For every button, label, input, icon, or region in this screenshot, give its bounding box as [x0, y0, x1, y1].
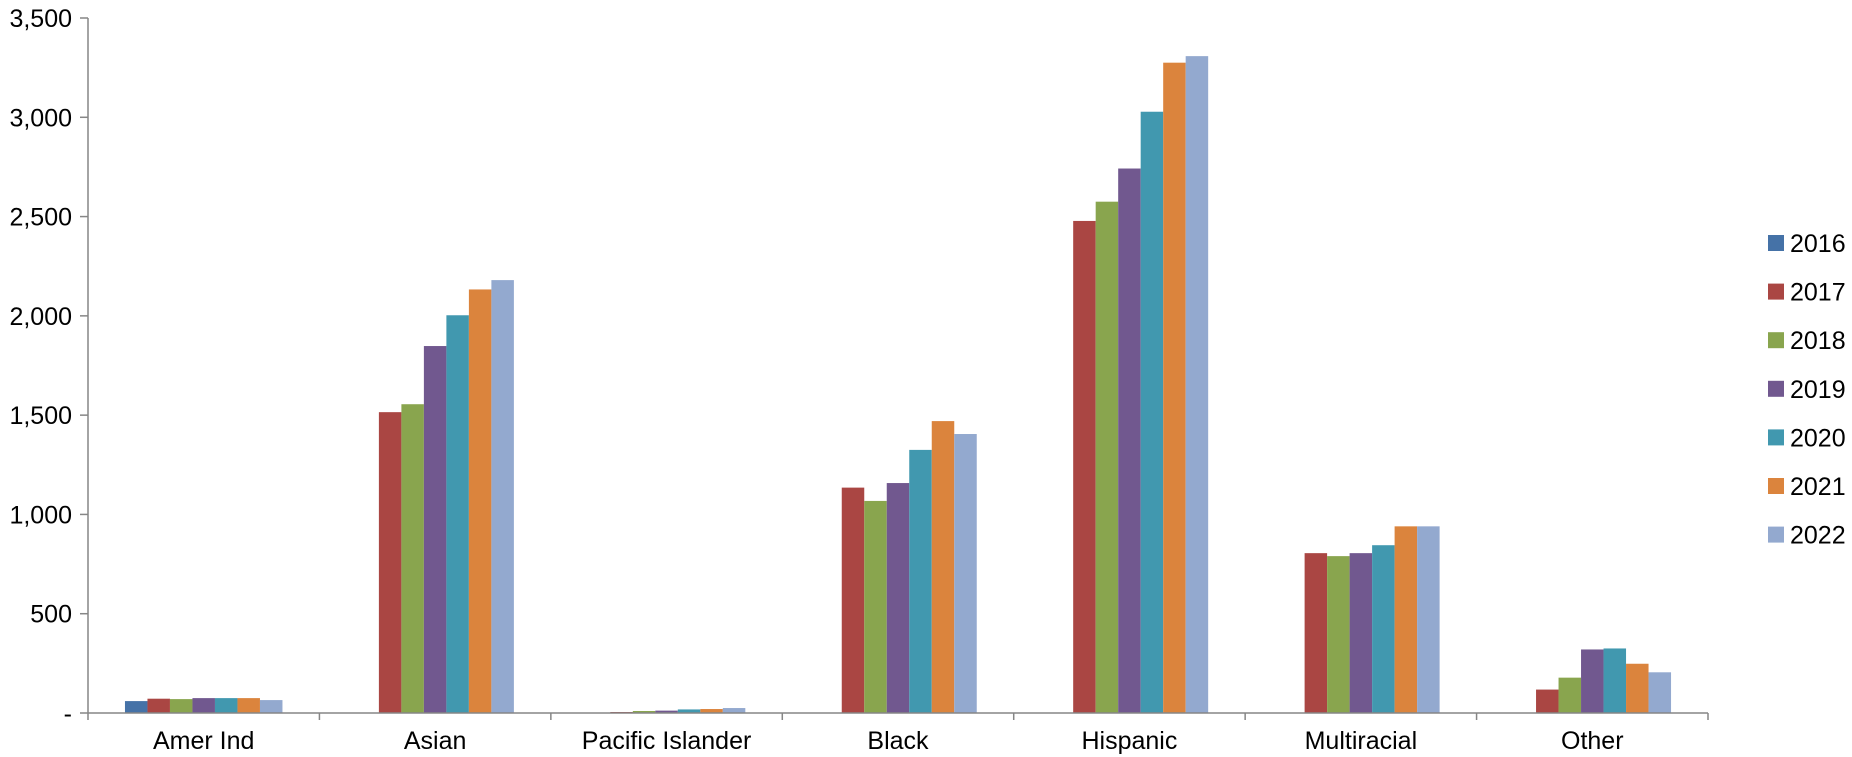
x-category-label: Multiracial [1305, 727, 1418, 755]
bar-2018-multiracial [1327, 556, 1350, 713]
bar-2020-amer-ind [214, 698, 238, 713]
bar-2021-other [1626, 663, 1649, 713]
legend-swatch-2021 [1768, 478, 1784, 494]
bars-group [124, 56, 1672, 714]
x-category-label: Other [1561, 727, 1624, 755]
bar-2022-asian [491, 280, 514, 713]
bar-2017-multiracial [1304, 553, 1328, 713]
legend-label-2020: 2020 [1790, 424, 1846, 452]
bar-2020-asian [446, 315, 469, 713]
legend-swatch-2017 [1768, 283, 1784, 300]
bar-2021-asian [468, 289, 492, 713]
bar-2018-pacific-islander [632, 711, 656, 713]
x-category-label: Asian [404, 727, 467, 755]
bar-2017-asian [378, 412, 402, 713]
bar-2022-pacific-islander [722, 708, 746, 713]
y-tick-label: 2,500 [9, 204, 72, 232]
x-category-label: Amer Ind [153, 727, 254, 755]
legend-label-2016: 2016 [1790, 230, 1846, 258]
bar-2018-black [864, 500, 887, 713]
bar-2022-other [1648, 672, 1672, 713]
x-category-label: Pacific Islander [582, 727, 752, 755]
legend-swatch-2016 [1768, 235, 1784, 251]
legend-swatch-2018 [1768, 332, 1784, 349]
bar-2019-hispanic [1118, 168, 1141, 713]
axes-group [80, 17, 1709, 720]
bar-2017-black [841, 487, 865, 713]
legend-swatch-2019 [1768, 380, 1784, 397]
bar-2017-hispanic [1073, 220, 1096, 713]
bar-2020-other [1603, 648, 1627, 713]
x-category-label: Black [867, 727, 929, 755]
legend-label-2019: 2019 [1790, 376, 1846, 404]
y-tick-label: 2,000 [9, 303, 72, 331]
legend-label-2021: 2021 [1790, 473, 1846, 501]
y-axis-tick-labels: 3,500 3,000 2,500 2,000 1,500 1,000 500 - [9, 5, 72, 728]
bar-2016-amer-ind [124, 701, 148, 713]
y-tick-label: - [64, 700, 72, 728]
y-tick-label: 3,500 [9, 5, 72, 33]
x-axis-category-labels: Amer Ind Asian Pacific Islander Black Hispan… [153, 727, 1624, 755]
bar-2017-amer-ind [147, 698, 170, 713]
bar-2018-amer-ind [169, 699, 193, 713]
bar-2022-multiracial [1417, 526, 1440, 713]
legend-label-2017: 2017 [1790, 279, 1846, 307]
bar-2018-hispanic [1095, 201, 1119, 713]
bar-2017-other [1536, 689, 1559, 713]
bar-2020-hispanic [1140, 111, 1164, 714]
bar-2019-pacific-islander [655, 710, 678, 713]
bar-2020-multiracial [1372, 545, 1395, 713]
y-tick-label: 1,000 [9, 501, 72, 529]
bar-2022-black [954, 434, 977, 713]
bar-2020-pacific-islander [677, 709, 701, 713]
legend-label-2018: 2018 [1790, 327, 1846, 355]
bar-2022-amer-ind [259, 700, 283, 713]
legend-swatch-2022 [1768, 526, 1784, 543]
legend: 2016 2017 2018 2019 2020 2021 2022 [1768, 230, 1846, 550]
bar-2021-pacific-islander [700, 709, 723, 713]
bar-2019-multiracial [1349, 553, 1373, 713]
y-tick-label: 1,500 [9, 402, 72, 430]
bar-2019-asian [423, 346, 447, 713]
y-tick-label: 500 [30, 601, 72, 629]
bar-2022-hispanic [1185, 56, 1209, 713]
y-tick-label: 3,000 [9, 104, 72, 132]
bar-2021-multiracial [1394, 526, 1418, 713]
bar-2019-other [1581, 649, 1604, 713]
x-category-label: Hispanic [1081, 727, 1177, 755]
bar-2020-black [909, 449, 932, 713]
bar-2021-amer-ind [237, 698, 260, 713]
bar-2019-amer-ind [192, 698, 215, 713]
bar-2018-asian [401, 404, 424, 713]
legend-swatch-2020 [1768, 429, 1784, 446]
bar-2021-black [931, 421, 955, 713]
bar-2021-hispanic [1163, 62, 1186, 714]
bar-2018-other [1558, 677, 1582, 713]
legend-label-2022: 2022 [1790, 522, 1846, 550]
bar-2019-black [886, 483, 910, 713]
